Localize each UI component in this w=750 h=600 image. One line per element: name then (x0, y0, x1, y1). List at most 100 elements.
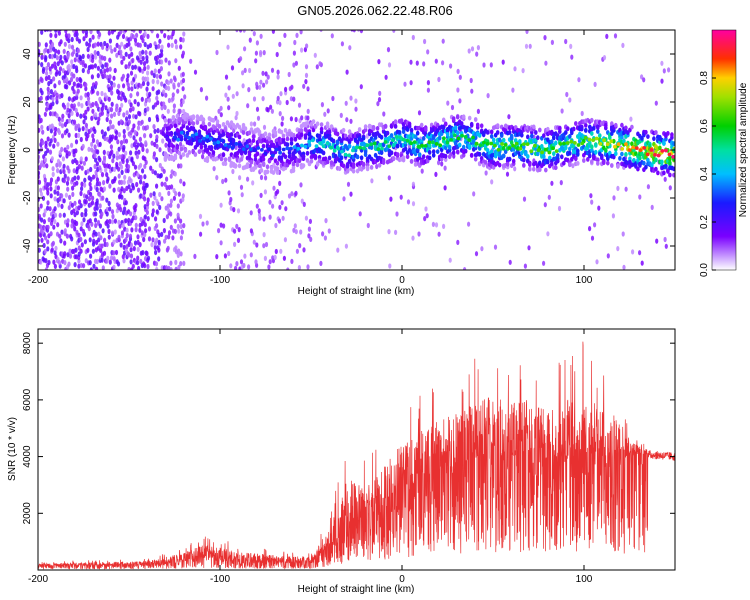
spectrogram-cell (86, 96, 91, 102)
spectrogram-cell (171, 30, 176, 35)
spectrogram-cell (205, 220, 209, 226)
spectrogram-cell (199, 87, 203, 93)
spectrogram-cell (150, 30, 154, 34)
spectrogram-cell (243, 253, 247, 259)
spectrogram-cell (336, 247, 340, 253)
spectrogram-cell (508, 259, 512, 265)
spectrogram-cell (329, 160, 334, 166)
spectrogram-cell (394, 229, 398, 235)
spectrogram-cell (497, 162, 502, 168)
spectrogram-cell (598, 133, 602, 139)
spectrogram-cell (40, 30, 44, 35)
spectrogram-cell (276, 189, 280, 195)
spectrogram-cell (74, 148, 78, 154)
spectrogram-cell (522, 196, 527, 202)
spectrogram-ridge-point (471, 135, 475, 140)
spectrogram-cell (65, 119, 69, 125)
spectrogram-cell (242, 30, 246, 33)
spectrogram-cell (112, 187, 116, 193)
spectrogram-ridge-point (369, 142, 373, 147)
spectrogram-ridge-point (209, 136, 213, 141)
spectrogram-ridge-point (300, 143, 304, 148)
spectrogram-cell (144, 140, 148, 146)
spectrogram-cell (366, 222, 370, 229)
spectrogram-cell (179, 178, 183, 184)
spectrogram-cell (134, 139, 138, 145)
spectrogram-cell (273, 254, 277, 260)
spectrogram-cell (616, 185, 620, 191)
spectrogram-cell (166, 245, 170, 251)
spectrogram-cell (417, 231, 421, 237)
spectrogram-cell (148, 42, 153, 49)
spectrogram-cell (313, 52, 317, 58)
spectrogram-cell (411, 235, 415, 241)
spectrogram-ridge-point (198, 139, 202, 143)
spectrogram-cell (162, 101, 166, 107)
spectrogram-cell (279, 155, 284, 161)
spectrogram-cell (237, 163, 242, 169)
spectrogram-cell (201, 117, 206, 123)
spectrogram-cell (185, 112, 190, 118)
spectrogram-cell (42, 66, 46, 72)
spectrogram-cell (129, 253, 134, 259)
spectrogram-cell (221, 178, 225, 185)
spectrogram-cell (181, 50, 185, 56)
spectrogram-cell (576, 161, 580, 166)
spectrogram-cell (179, 235, 183, 241)
spectrogram-cell (550, 161, 554, 167)
spectrogram-cell (98, 192, 102, 198)
spectrogram-cell (90, 141, 94, 147)
spectrogram-cell (265, 79, 269, 85)
spectrogram-cell (568, 97, 572, 103)
spectrogram-ridge-point (496, 147, 501, 152)
spectrogram-cell (434, 58, 438, 64)
spectrogram-cell (542, 133, 546, 139)
spectrogram-cell (187, 150, 192, 155)
spectrogram-cell (672, 141, 675, 147)
spectrogram-cell (93, 217, 98, 223)
spectrogram-cell (229, 196, 233, 203)
spectrogram-cell (672, 166, 675, 172)
spectrogram-cell (538, 167, 542, 173)
spectrogram-cell (93, 128, 97, 134)
spectrogram-cell (401, 157, 406, 163)
spectrogram-cell (51, 171, 55, 177)
spectrogram-cell (158, 162, 162, 169)
spectrogram-cell (359, 155, 364, 161)
spectrogram-cell (451, 116, 456, 121)
spectrogram-cell (663, 236, 667, 243)
spectrogram-cell (105, 219, 109, 225)
spectrogram-cell (446, 100, 450, 106)
spectrogram-cell (54, 245, 58, 251)
spectrogram-cell (294, 229, 298, 235)
spectrogram-cell (205, 95, 209, 101)
spectrogram-cell (363, 124, 368, 130)
spectrogram-cell (53, 250, 57, 256)
spectrogram-cell (610, 121, 614, 127)
spectrogram-cell (120, 194, 124, 200)
spectrogram-cell (613, 33, 618, 39)
spectrogram-cell (55, 92, 59, 98)
spectrogram-cell (203, 124, 208, 130)
spectrogram-cell (67, 51, 71, 58)
spectrogram-cell (100, 71, 104, 77)
spectrogram-cell (326, 108, 330, 114)
spectrogram-cell (39, 117, 43, 123)
spectrogram-cell (477, 151, 482, 157)
spectrogram-cell (125, 227, 129, 233)
spectrogram-ridge-point (653, 153, 657, 157)
spectrogram-cell (45, 70, 49, 76)
spectrogram-cell (147, 226, 152, 232)
spectrogram-cell (146, 106, 150, 112)
spectrogram-cell (608, 150, 612, 156)
spectrogram-cell (38, 206, 41, 213)
spectrogram-cell (50, 63, 55, 69)
spectrogram-cell (134, 227, 138, 233)
spectrogram-cell (259, 174, 264, 181)
spectrogram-cell (110, 219, 115, 225)
spectrogram-cell (145, 209, 149, 215)
spectrogram-cell (233, 164, 238, 169)
spectrogram-cell (136, 91, 140, 97)
spectrogram-cell (174, 44, 179, 50)
spectrogram-cell (501, 137, 506, 143)
